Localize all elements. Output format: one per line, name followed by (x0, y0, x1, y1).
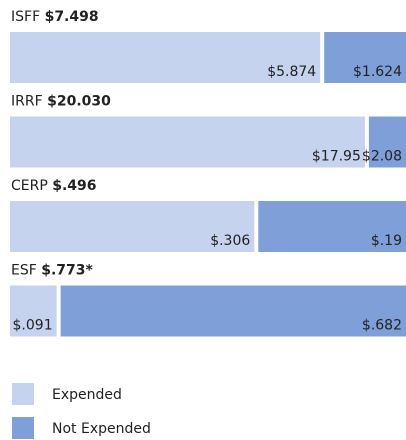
value-label: $.091 (13, 318, 53, 334)
value-label: $.682 (362, 318, 402, 334)
bar-segment (60, 285, 406, 337)
row-label: ESF $.773* (11, 263, 94, 279)
legend-label: Expended (52, 387, 122, 403)
bar-segment (10, 201, 255, 252)
row-label: CERP $.496 (11, 178, 97, 194)
category-name: ISFF (11, 9, 40, 25)
bar-segment (258, 201, 406, 252)
row-total: $20.030 (47, 94, 111, 110)
value-label: $1.624 (353, 64, 402, 80)
value-label: $.19 (371, 233, 402, 249)
row-label: IRRF $20.030 (11, 94, 111, 110)
legend-swatch (12, 383, 34, 405)
row-total: $7.498 (45, 9, 99, 25)
row-total: $.773* (41, 263, 93, 279)
category-name: IRRF (11, 94, 43, 110)
legend-swatch (12, 417, 34, 439)
value-label: $5.874 (267, 64, 316, 80)
bar-segment (368, 116, 406, 168)
bar-segment (10, 116, 365, 168)
bar-segment (10, 285, 57, 337)
bar-segment (10, 32, 321, 83)
value-label: $17.95 (312, 149, 361, 165)
value-label: $.306 (210, 233, 250, 249)
legend-label: Not Expended (52, 421, 151, 437)
row-total: $.496 (52, 178, 96, 194)
category-name: ESF (11, 263, 37, 279)
row-label: ISFF $7.498 (11, 9, 99, 25)
category-name: CERP (11, 178, 48, 194)
value-label: $2.08 (362, 149, 402, 165)
bar-segment (324, 32, 406, 83)
